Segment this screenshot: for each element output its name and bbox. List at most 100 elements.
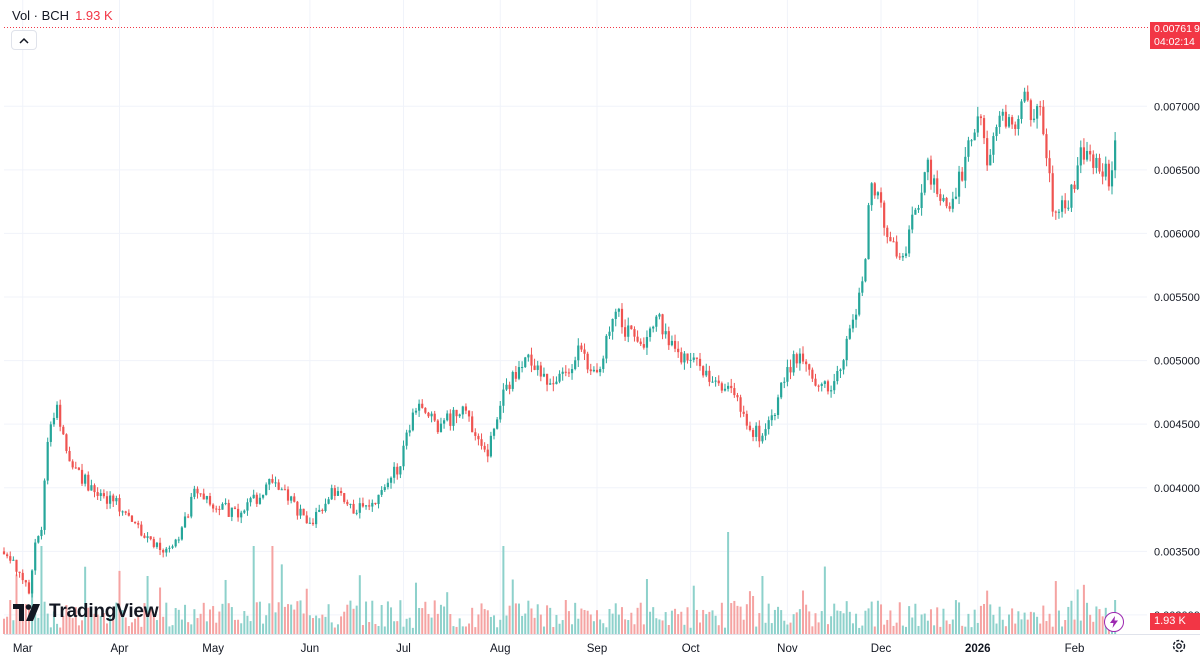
volume-bar [471,607,474,634]
volume-bar [783,620,786,634]
settings-gear-icon[interactable] [1171,638,1187,654]
candle-body [545,373,549,385]
candle-body [236,508,240,518]
volume-bar [283,606,286,634]
volume-bar [720,602,723,634]
collapse-legend-button[interactable] [11,30,37,50]
volume-bar [105,623,108,634]
candle-body [602,358,605,370]
volume-legend: Vol · BCH 1.93 K [12,8,113,23]
volume-bar [9,600,12,634]
candle-body [374,502,377,505]
volume-bar [346,604,349,634]
candle-body [811,369,814,379]
candle-body [926,159,929,173]
candle-body [118,498,121,512]
volume-bar [855,613,858,634]
candle-body [358,503,361,513]
volume-bar [530,608,533,634]
volume-bar [839,611,842,634]
volume-bar [383,626,386,634]
price-axis[interactable]: 0.0030000.0035000.0040000.0045000.005000… [1154,101,1200,622]
price-tick-label: 0.003500 [1154,546,1200,558]
candle-body [627,325,630,337]
volume-bar [118,570,121,634]
volume-bar [967,613,970,634]
volume-bar [596,610,599,634]
lightning-button[interactable] [1104,612,1124,632]
candle-body [580,345,583,350]
lightning-icon [1110,616,1118,628]
candle-body [1001,111,1004,116]
volume-bar [1032,612,1035,634]
candle-body [383,487,386,491]
volume-bar [152,613,155,634]
candle-body [848,328,851,339]
candle-body [727,385,730,389]
candle-body [595,369,599,373]
candle-body [873,183,876,196]
volume-bar [817,622,820,634]
volume-bar [786,624,789,634]
volume-bar [324,616,327,634]
volume-bar [1089,614,1092,634]
candle-body [986,138,989,166]
candle-body [655,316,658,327]
volume-bar [1098,609,1101,634]
candle-body [396,466,399,475]
volume-bar [639,602,642,634]
candle-body [1073,184,1076,190]
candle-body [780,382,783,398]
time-axis[interactable]: Mar Apr May Jun Jul Aug Sep Oct Nov Dec 2026 Feb [4,634,1200,656]
candle-body [427,412,430,417]
candle-body [954,196,958,199]
candle-body [689,359,692,361]
candle-body [764,429,767,436]
candle-body [52,417,56,425]
candle-body [961,171,964,181]
candle-body [299,508,302,516]
volume-bar [336,624,339,634]
volume-bar [246,615,249,634]
candle-body [293,496,296,502]
volume-bar [920,614,923,634]
volume-bar [452,626,455,634]
volume-bar [1008,614,1011,634]
volume-bar [876,600,879,634]
candle-body [205,496,208,500]
tradingview-logo[interactable]: TradingView [13,601,159,623]
candle-body [202,493,205,500]
candle-body [648,328,652,338]
candle-body [932,178,936,185]
volume-bar [430,617,433,634]
candle-body [349,503,352,505]
candle-body [642,344,645,348]
candle-body [368,505,371,507]
volume-bar [599,619,602,634]
volume-bar [823,566,826,634]
volume-bar [851,623,854,634]
candle-body [458,414,461,417]
volume-bar [948,624,951,634]
volume-bar [755,626,758,634]
candle-body [315,511,318,525]
volume-bar [159,587,162,634]
candle-body [767,420,770,430]
volume-bar [268,603,271,634]
volume-bar [112,608,115,634]
candle-body [408,430,411,433]
volume-bar [1079,620,1082,634]
volume-bar [193,609,196,634]
candle-body [611,318,614,332]
volume-bar [664,612,667,634]
candle-body [683,353,686,363]
volume-bar [477,614,480,634]
candle-body [1017,118,1020,129]
candle-body [339,491,343,494]
volume-bar [929,609,932,634]
candle-body [302,508,305,516]
candle-body [592,369,595,372]
volume-bar [642,624,645,634]
volume-bar [493,615,496,634]
